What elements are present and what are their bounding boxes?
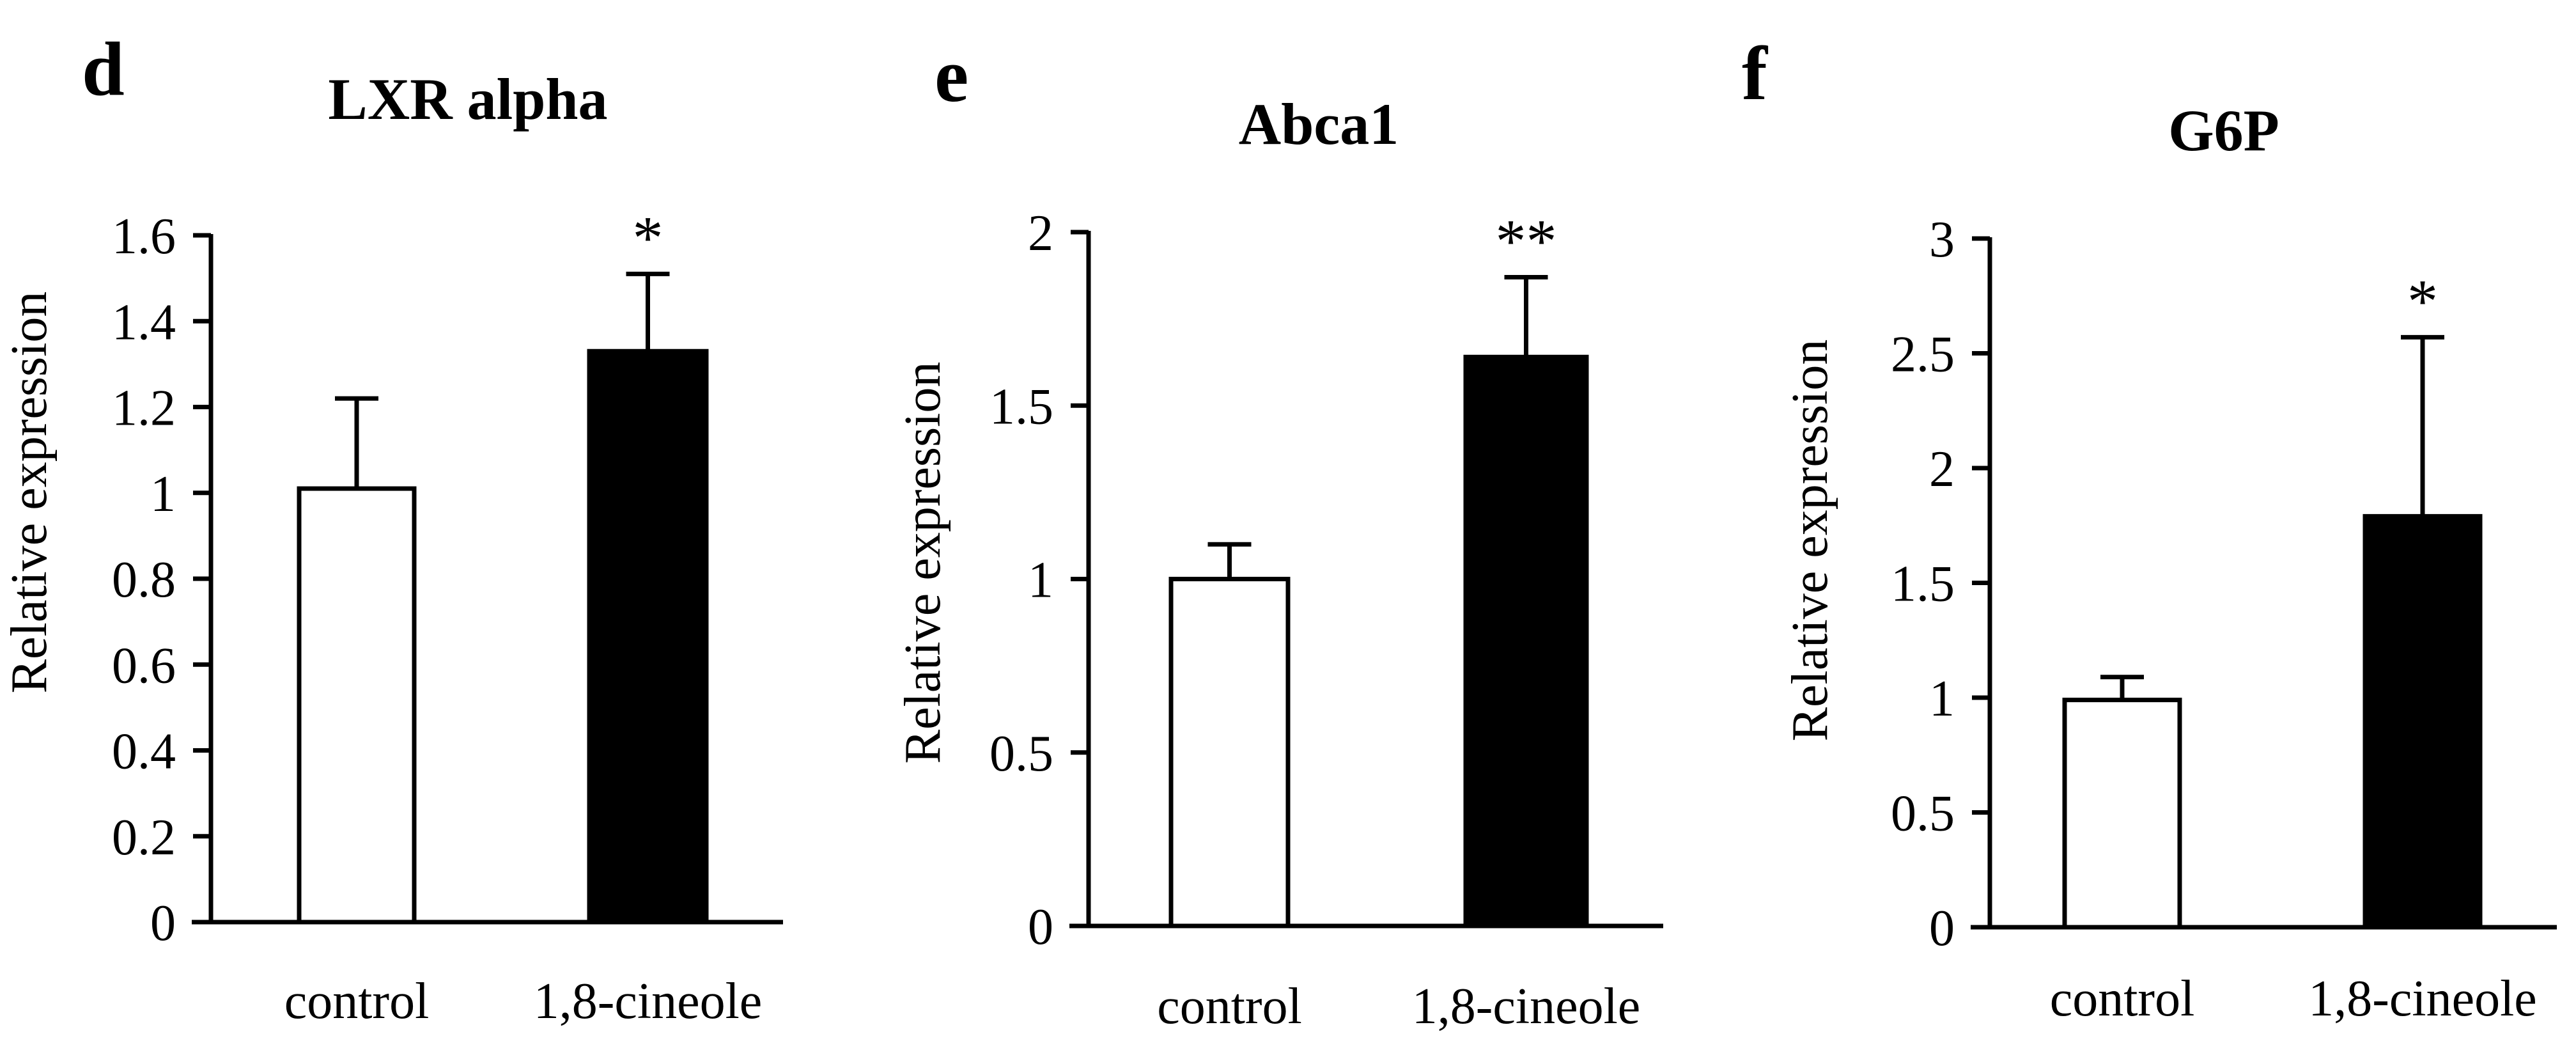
y-axis-label: Relative expression [1, 292, 58, 694]
chart-title: Abca1 [1239, 91, 1399, 157]
x-category-label: control [284, 973, 430, 1030]
y-tick-label: 0.2 [112, 810, 176, 866]
y-tick-label: 1.5 [989, 379, 1053, 435]
significance-marker: * [633, 203, 663, 272]
y-axis-label: Relative expression [895, 362, 951, 764]
chart-title: G6P [2168, 98, 2279, 163]
bar-treatment [2363, 513, 2483, 930]
y-tick-label: 1.2 [112, 380, 176, 437]
y-tick-label: 1.6 [112, 208, 176, 265]
y-tick-label: 0.5 [1891, 786, 1955, 842]
significance-marker: ** [1496, 207, 1557, 276]
y-tick-label: 2 [1028, 205, 1053, 262]
y-tick-label: 0.4 [112, 724, 176, 780]
y-tick-label: 1.5 [1891, 556, 1955, 613]
chart-title: LXR alpha [328, 67, 607, 132]
panel-letter: e [935, 33, 968, 118]
panel-letter: d [82, 26, 125, 111]
significance-marker: * [2407, 267, 2438, 335]
y-tick-label: 0 [150, 895, 176, 952]
x-category-label: 1,8-cineole [2308, 971, 2537, 1027]
y-tick-label: 3 [1929, 212, 1955, 268]
bar-control [1168, 577, 1291, 929]
x-category-label: control [1157, 978, 1302, 1035]
y-tick-label: 0 [1028, 899, 1053, 955]
chart-panel-d: d LXR alpha Relative expression 0 0.2 0.4 0.6 0… [1, 26, 783, 1030]
chart-panel-e: e Abca1 Relative expression 0 0.5 1 1.5 2 contro… [895, 33, 1663, 1035]
y-tick-label: 1 [1929, 671, 1955, 727]
chart-panel-f: f G6P Relative expression 0 0.5 1 1.5 2 2.5 3 cont… [1742, 31, 2557, 1027]
y-tick-label: 1 [1028, 552, 1053, 609]
bar-control [297, 486, 417, 925]
panel-letter: f [1742, 31, 1769, 116]
bar-control [2062, 698, 2182, 930]
x-category-label: 1,8-cineole [534, 973, 763, 1030]
y-tick-label: 0.8 [112, 552, 176, 608]
y-tick-label: 1.4 [112, 294, 176, 350]
bar-treatment [587, 349, 709, 925]
y-tick-label: 0.5 [989, 726, 1053, 782]
y-tick-label: 1 [150, 466, 176, 522]
y-tick-label: 0.6 [112, 638, 176, 694]
x-category-label: 1,8-cineole [1412, 978, 1641, 1035]
y-axis-label: Relative expression [1782, 340, 1838, 742]
y-tick-label: 0 [1929, 900, 1955, 957]
y-tick-label: 2.5 [1891, 327, 1955, 383]
y-tick-label: 2 [1929, 441, 1955, 498]
x-category-label: control [2050, 971, 2195, 1027]
bar-treatment [1463, 354, 1589, 929]
